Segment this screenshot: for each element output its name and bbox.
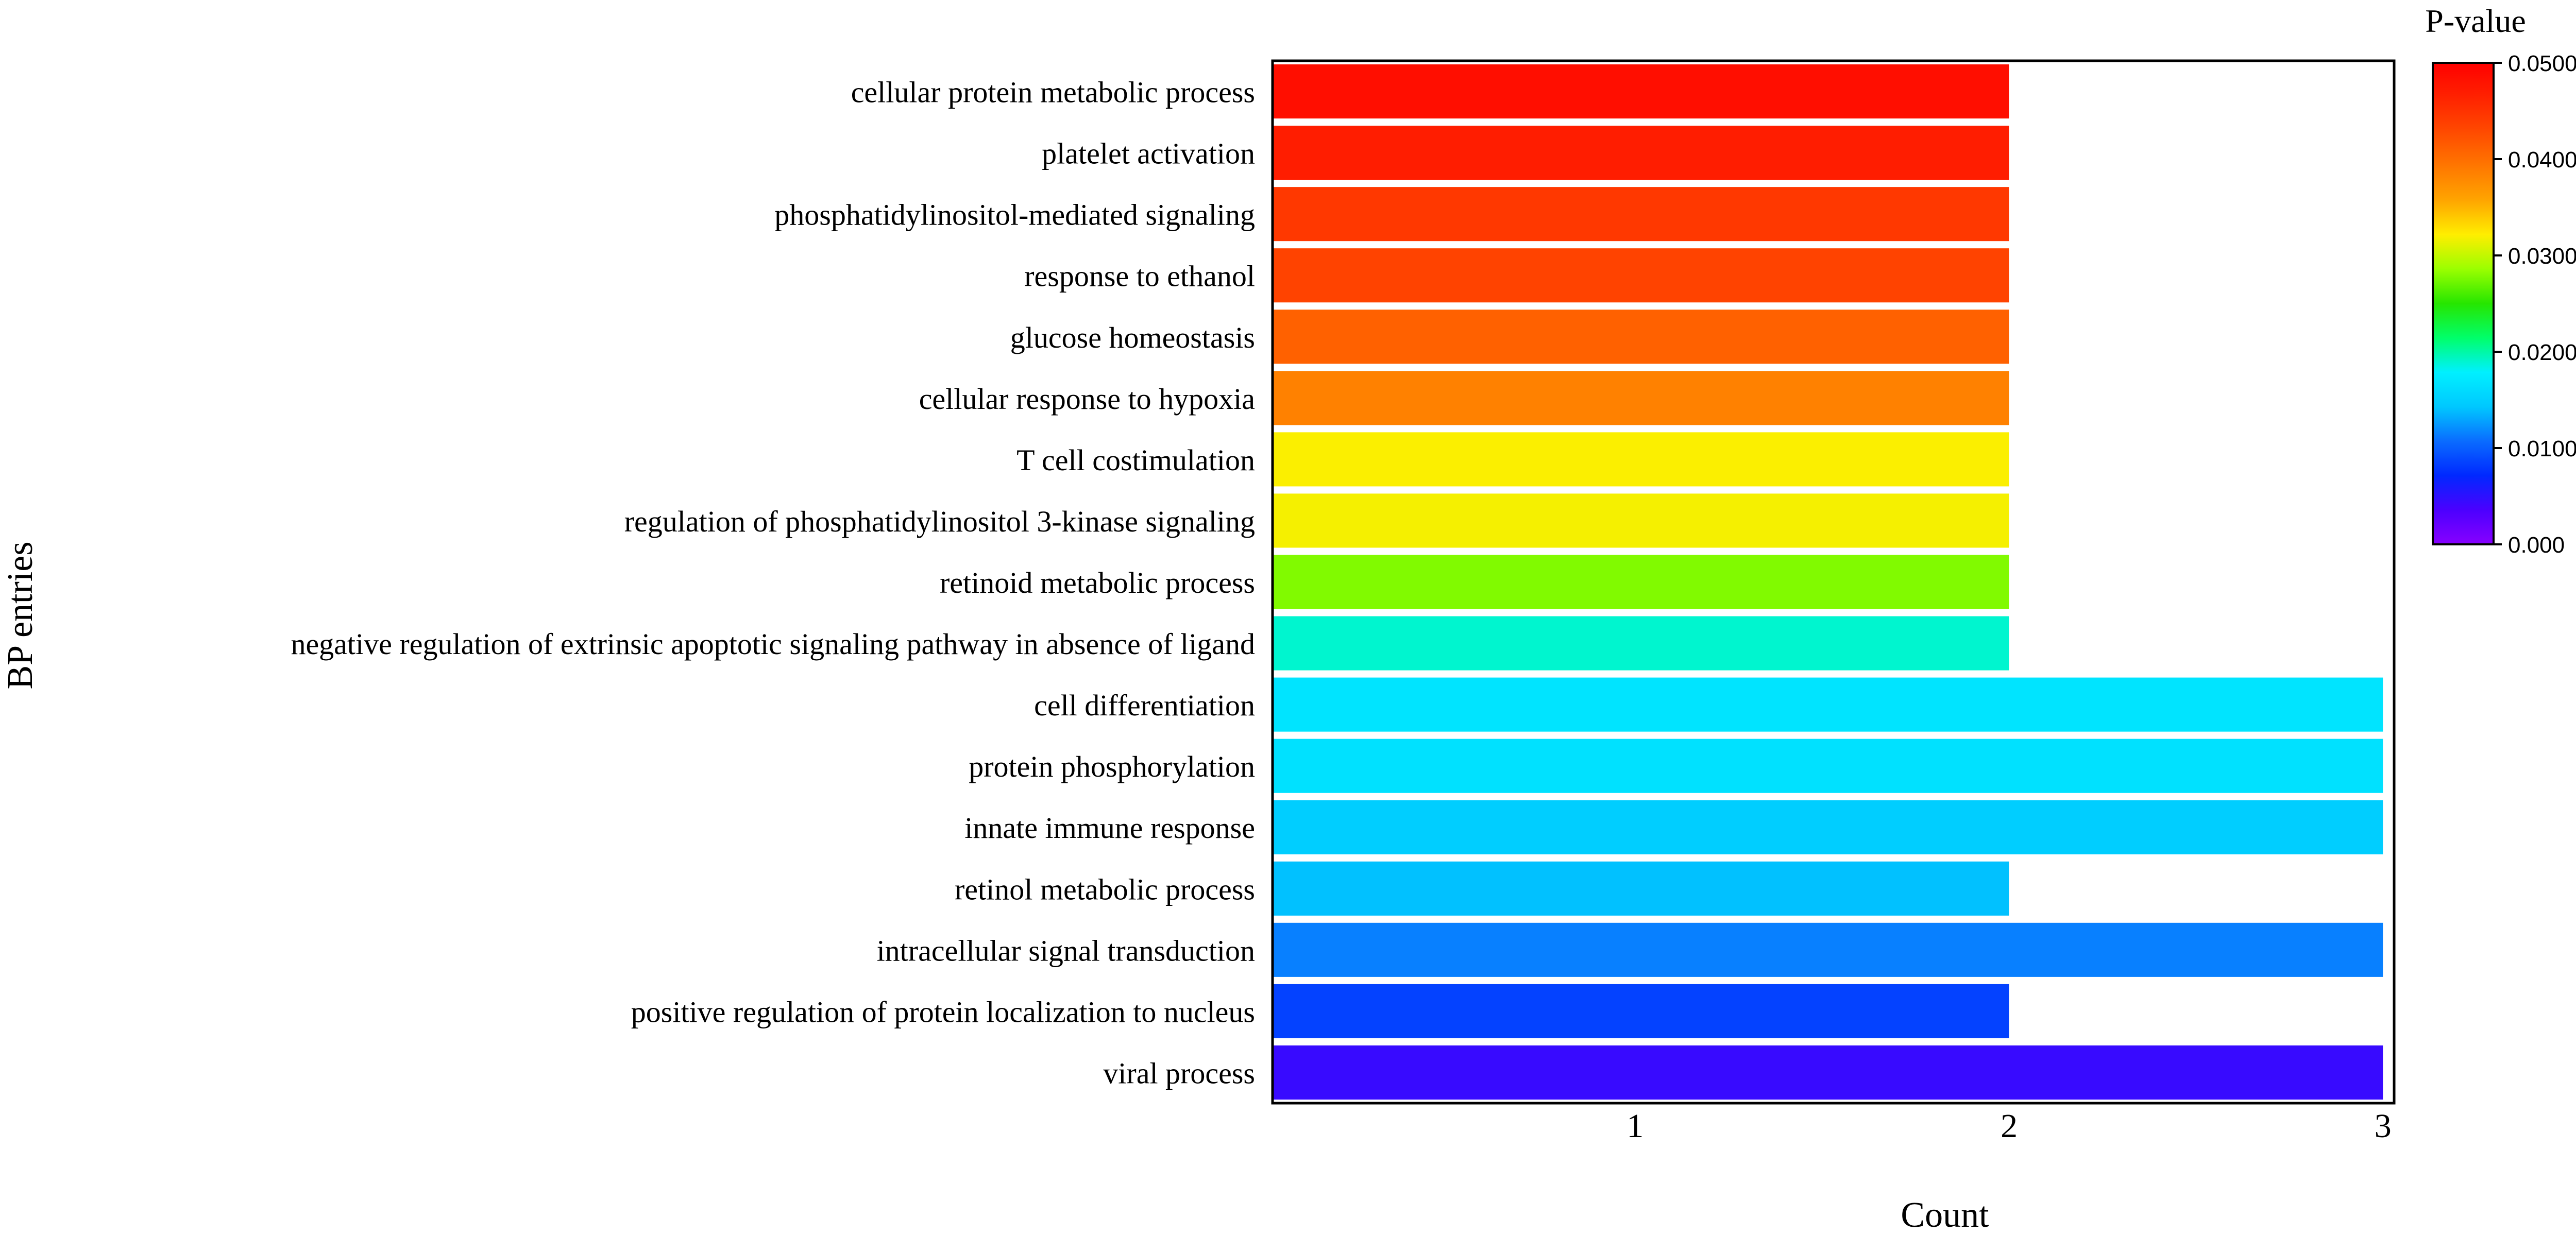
bar bbox=[1273, 310, 2009, 364]
category-label: T cell costimulation bbox=[1016, 443, 1255, 477]
x-tick-label: 1 bbox=[1626, 1107, 1643, 1145]
bar bbox=[1273, 248, 2009, 303]
category-label: platelet activation bbox=[1042, 137, 1255, 170]
bar bbox=[1273, 922, 2383, 977]
bar bbox=[1273, 187, 2009, 242]
category-label: phosphatidylinositol-mediated signaling bbox=[774, 198, 1255, 232]
colorbar-scale bbox=[2432, 62, 2495, 545]
x-axis-title: Count bbox=[1901, 1195, 1989, 1235]
category-label: viral process bbox=[1103, 1056, 1255, 1090]
bars bbox=[1273, 64, 2383, 1100]
category-label: cellular response to hypoxia bbox=[919, 382, 1255, 416]
bar bbox=[1273, 616, 2009, 671]
category-label: response to ethanol bbox=[1024, 260, 1255, 293]
bar bbox=[1273, 371, 2009, 425]
category-label: glucose homeostasis bbox=[1010, 321, 1255, 354]
category-label: innate immune response bbox=[964, 811, 1255, 845]
x-axis: 1 2 3 bbox=[1626, 1107, 2391, 1145]
category-label: regulation of phosphatidylinositol 3-kin… bbox=[624, 505, 1255, 538]
category-label: intracellular signal transduction bbox=[877, 934, 1255, 967]
bar bbox=[1273, 800, 2383, 854]
bar bbox=[1273, 861, 2009, 916]
bar bbox=[1273, 432, 2009, 487]
bar bbox=[1273, 739, 2383, 793]
y-axis-title: BP entries bbox=[1, 541, 40, 689]
category-label: retinol metabolic process bbox=[955, 872, 1255, 906]
bar bbox=[1273, 64, 2009, 119]
category-label: cell differentiation bbox=[1034, 689, 1255, 722]
x-tick-label: 3 bbox=[2375, 1107, 2392, 1145]
bar bbox=[1273, 555, 2009, 609]
bar bbox=[1273, 126, 2009, 180]
category-label: retinoid metabolic process bbox=[940, 566, 1255, 599]
bar bbox=[1273, 677, 2383, 732]
plot-frame bbox=[1271, 59, 2396, 1105]
colorbar-tick-label: 0.05000 bbox=[2508, 51, 2576, 76]
category-label: protein phosphorylation bbox=[969, 750, 1255, 783]
colorbar-title: P-value bbox=[2425, 3, 2526, 39]
colorbar-tick-label: 0.000 bbox=[2508, 533, 2565, 558]
bar bbox=[1273, 1045, 2383, 1100]
category-label: positive regulation of protein localizat… bbox=[631, 995, 1255, 1028]
bar bbox=[1273, 493, 2009, 548]
category-labels: cellular protein metabolic process platel… bbox=[291, 76, 1255, 1090]
bar bbox=[1273, 984, 2009, 1038]
x-tick-label: 2 bbox=[2001, 1107, 2018, 1145]
category-label: cellular protein metabolic process bbox=[851, 76, 1255, 109]
category-label: negative regulation of extrinsic apoptot… bbox=[291, 627, 1255, 661]
